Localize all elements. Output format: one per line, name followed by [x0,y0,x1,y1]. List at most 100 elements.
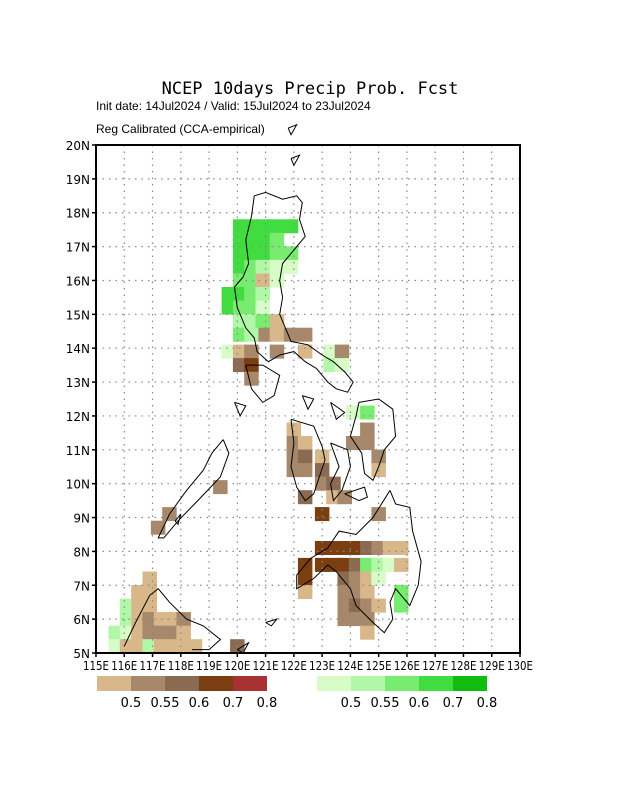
lat-tick-label: 8N [73,545,90,559]
probability-cell [255,232,270,247]
coastline [330,442,351,502]
probability-cell [108,625,123,640]
lon-tick-label: 121E [253,659,279,673]
probability-cell [394,541,409,555]
probability-cell [269,232,285,247]
probability-cell [360,571,375,586]
probability-cell [119,625,135,640]
above-normal-legend-swatch [419,676,453,691]
probability-cell [371,557,386,572]
probability-cell [394,557,409,572]
coastline [349,398,397,482]
island-outline [174,513,182,526]
island-outline [234,401,247,418]
probability-cell [255,219,270,234]
probability-cell [131,612,146,627]
lat-tick-label: 15N [66,308,90,322]
lon-tick-label: 123E [309,659,335,673]
probability-cell [326,490,341,505]
island-outline [287,123,298,136]
probability-cell [232,259,248,274]
probability-cell [176,612,191,627]
coastlines [123,123,422,654]
probability-cell [314,557,330,572]
probability-cell [360,557,375,572]
above-normal-legend-swatch [453,676,487,691]
below-normal-legend-swatch [131,676,165,691]
probability-cell [165,625,180,640]
probability-cell [232,344,248,359]
above-normal-legend-swatch [351,676,385,691]
probability-cell [283,259,299,274]
island-outline [265,618,279,627]
probability-cell [255,314,270,329]
probability-cell [348,557,364,572]
probability-cell [142,612,157,627]
above-normal-legend-label: 0.8 [477,696,498,711]
below-normal-legend-swatch [97,676,131,691]
probability-cell [176,639,191,654]
map-frame [95,144,521,654]
axis-ticks: 5N 6N 7N 8N 9N 10N 11N 12N 13N 14N 15N 16N 17N 18N 19N… [66,139,533,673]
below-normal-legend-label: 0.5 [121,696,142,711]
probability-cell [131,639,146,654]
color-legend: 0.5 0.55 0.6 0.7 0.8 0.5 0.55 0.6 0.7 0.8 [97,676,497,711]
probability-cell [297,344,313,359]
probability-cell [334,358,350,373]
probability-cell [360,585,375,599]
lat-tick-label: 5N [73,647,90,661]
probability-cell [232,314,248,329]
above-normal-legend-label: 0.55 [371,696,400,711]
probability-cell [286,449,302,464]
map-gridlines [96,145,520,653]
probability-cell [326,557,341,572]
probability-cell [283,327,299,342]
probability-cell [297,490,313,505]
probability-cell [360,405,375,420]
lon-tick-label: 128E [450,659,476,673]
probability-cell [153,625,169,640]
above-normal-legend-label: 0.5 [341,696,362,711]
probability-cell [269,246,285,261]
above-normal-legend-swatch [317,676,351,691]
probability-cell [394,598,409,613]
probability-cell [360,625,375,640]
probability-cell [394,585,409,599]
lat-tick-label: 12N [66,410,90,424]
probability-cell [348,541,364,555]
below-normal-legend-label: 0.7 [223,696,244,711]
probability-cell [255,273,270,288]
probability-cell [232,287,248,301]
probability-cell [232,232,248,247]
probability-cell [165,612,180,627]
probability-cell [244,273,259,288]
method-line: Reg Calibrated (CCA-empirical) [96,122,265,136]
probability-cell [371,571,386,586]
probability-cell [244,314,259,329]
above-normal-legend-label: 0.6 [409,696,430,711]
below-normal-legend-label: 0.8 [257,696,278,711]
coastline [296,490,422,634]
lon-tick-label: 126E [394,659,420,673]
lat-tick-label: 13N [66,376,90,390]
probability-cell [371,449,386,464]
probability-cell [244,287,259,301]
below-normal-legend-swatch [199,676,233,691]
coastline [123,588,222,651]
probability-cell [142,585,157,599]
probability-cell [221,344,237,359]
island-outline [237,641,250,654]
probability-cell [360,422,375,437]
lat-tick-label: 16N [66,274,90,288]
coastline [344,486,369,502]
probability-cell [187,639,203,654]
probability-cell [297,463,313,478]
probability-cell [323,344,338,359]
below-normal-legend-label: 0.55 [151,696,180,711]
below-normal-legend-swatch [233,676,267,691]
probability-cell [382,557,398,572]
probability-cell [119,612,135,627]
probability-cell [360,598,375,613]
probability-cell [213,480,228,495]
page-title: NCEP 10days Precip Prob. Fcst [162,79,459,99]
